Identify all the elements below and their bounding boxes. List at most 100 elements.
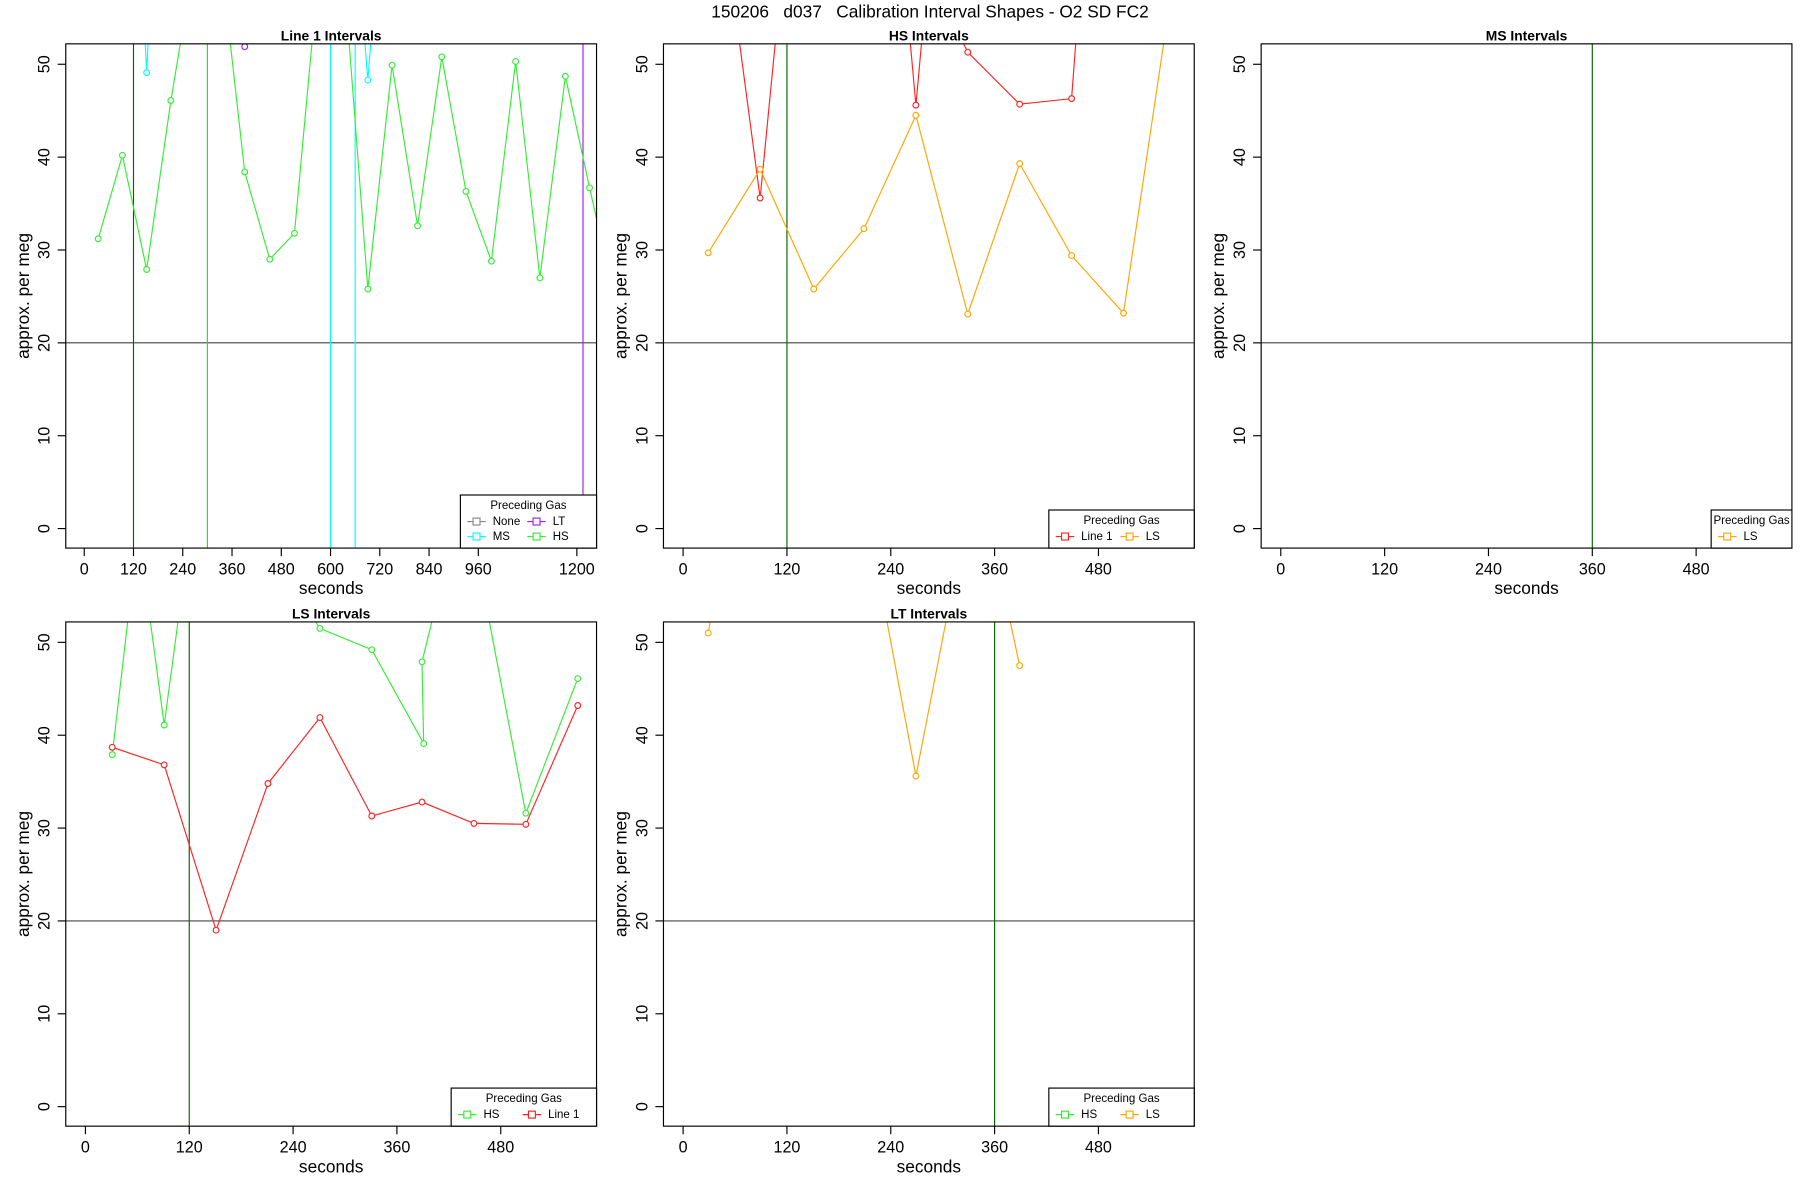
x-tick-label: 480 [1683, 561, 1710, 579]
legend-symbol [1125, 1110, 1134, 1119]
y-tick-label: 50 [36, 55, 54, 73]
legend-title: Preceding Gas [486, 1093, 562, 1105]
plot-area [663, 43, 1195, 549]
legend-title: Preceding Gas [490, 500, 566, 512]
plot-area [1261, 43, 1792, 549]
data-point [290, 229, 298, 237]
legend-label: LT [553, 516, 566, 528]
x-tick-label: 1200 [559, 561, 595, 579]
y-tick-label: 40 [36, 148, 54, 166]
data-point [108, 751, 116, 759]
data-point [187, 528, 193, 534]
legend: Preceding Gas LS [1710, 509, 1793, 549]
data-point [810, 285, 818, 293]
plot-frame [662, 43, 1195, 549]
legend-box [1048, 509, 1195, 549]
data-point [160, 721, 168, 729]
data-point [912, 111, 920, 119]
x-tick-label: 240 [1475, 561, 1502, 579]
x-tick-label: 120 [120, 561, 147, 579]
y-tick-label: 50 [36, 633, 54, 651]
data-point [108, 743, 116, 751]
panel: HS Intervals 0 10 20 30 40 50 0 120 240 360 480 seco… [611, 27, 1195, 598]
legend-label: HS [483, 1109, 499, 1121]
panel: MS Intervals 0 10 20 30 40 50 0 120 240 360 480 seco… [1208, 27, 1793, 598]
data-point [964, 310, 972, 318]
legend-label: HS [553, 531, 569, 543]
data-point [135, 528, 141, 534]
data-point [756, 165, 764, 173]
data-point [719, 547, 725, 553]
y-axis-label: approx. per meg [611, 811, 631, 937]
y-tick-label: 0 [36, 524, 54, 533]
data-point [160, 761, 168, 769]
x-tick-label: 240 [877, 561, 904, 579]
y-tick-label: 0 [36, 1102, 54, 1111]
x-tick-label: 480 [268, 561, 295, 579]
data-point [1120, 309, 1127, 317]
x-tick-label: 120 [773, 561, 800, 579]
y-tick-label: 30 [36, 241, 54, 259]
legend-symbol [472, 517, 481, 526]
x-tick-label: 360 [981, 561, 1008, 579]
data-point [418, 798, 426, 806]
y-tick-label: 40 [1231, 148, 1249, 166]
y-tick-label: 10 [633, 427, 651, 445]
series-line [739, 43, 1077, 199]
legend-label: LS [1146, 531, 1160, 543]
plot-area [663, 547, 1195, 1127]
data-point [364, 76, 372, 84]
legend: Preceding Gas Line 1 LS [1048, 509, 1195, 549]
x-tick-label: 0 [679, 561, 688, 579]
legend-symbol [1723, 532, 1732, 541]
legend-symbol [1125, 532, 1134, 541]
series-line [112, 705, 579, 933]
panel-title: MS Intervals [1486, 27, 1568, 43]
plot-area [65, 43, 597, 549]
legend-label: MS [493, 531, 511, 543]
series-line [97, 43, 597, 290]
legend-label: Line 1 [1081, 531, 1112, 543]
y-tick-label: 30 [633, 241, 651, 259]
data-point [316, 624, 324, 632]
legend-label: LS [1146, 1109, 1160, 1121]
legend-title: Preceding Gas [1083, 515, 1159, 527]
x-tick-label: 120 [773, 1139, 800, 1157]
data-point [265, 547, 271, 553]
data-point [143, 266, 151, 273]
x-tick-label: 0 [80, 561, 89, 579]
data-point [964, 48, 972, 56]
data-point [143, 69, 151, 77]
y-tick-label: 30 [633, 819, 651, 837]
data-point [447, 547, 453, 553]
x-tick-label: 360 [1579, 561, 1606, 579]
figure-title: 150206 d037 Calibration Interval Shapes … [711, 1, 1148, 21]
data-point [1068, 95, 1076, 103]
y-axis-label: approx. per meg [611, 233, 631, 359]
series-line [707, 43, 1165, 317]
data-point [264, 780, 272, 787]
data-point [574, 675, 582, 683]
data-point [368, 812, 376, 820]
legend: Preceding Gas HS Line 1 [450, 1087, 598, 1127]
y-axis-label: approx. per meg [13, 811, 33, 937]
legend-symbol [532, 532, 541, 541]
y-tick-label: 40 [633, 726, 651, 744]
legend: Preceding Gas HS LS [1048, 1087, 1195, 1127]
data-point [470, 819, 478, 827]
data-point [704, 629, 712, 637]
x-tick-label: 0 [81, 1139, 90, 1157]
x-tick-label: 0 [679, 1139, 688, 1157]
legend: Preceding Gas None MS LT HS [459, 494, 598, 549]
panel: Line 1 Intervals 0 10 20 30 40 50 0 120 240 360 480… [13, 27, 598, 598]
data-point [574, 702, 582, 709]
x-tick-label: 480 [487, 1139, 514, 1157]
panel: LT Intervals 0 10 20 30 40 50 0 120 240 360 480 seco… [611, 547, 1195, 1176]
data-point [364, 285, 372, 293]
data-point [118, 151, 126, 159]
data-point [912, 101, 920, 109]
legend-symbol [532, 517, 541, 526]
data-point [536, 274, 544, 282]
data-point [316, 714, 324, 722]
